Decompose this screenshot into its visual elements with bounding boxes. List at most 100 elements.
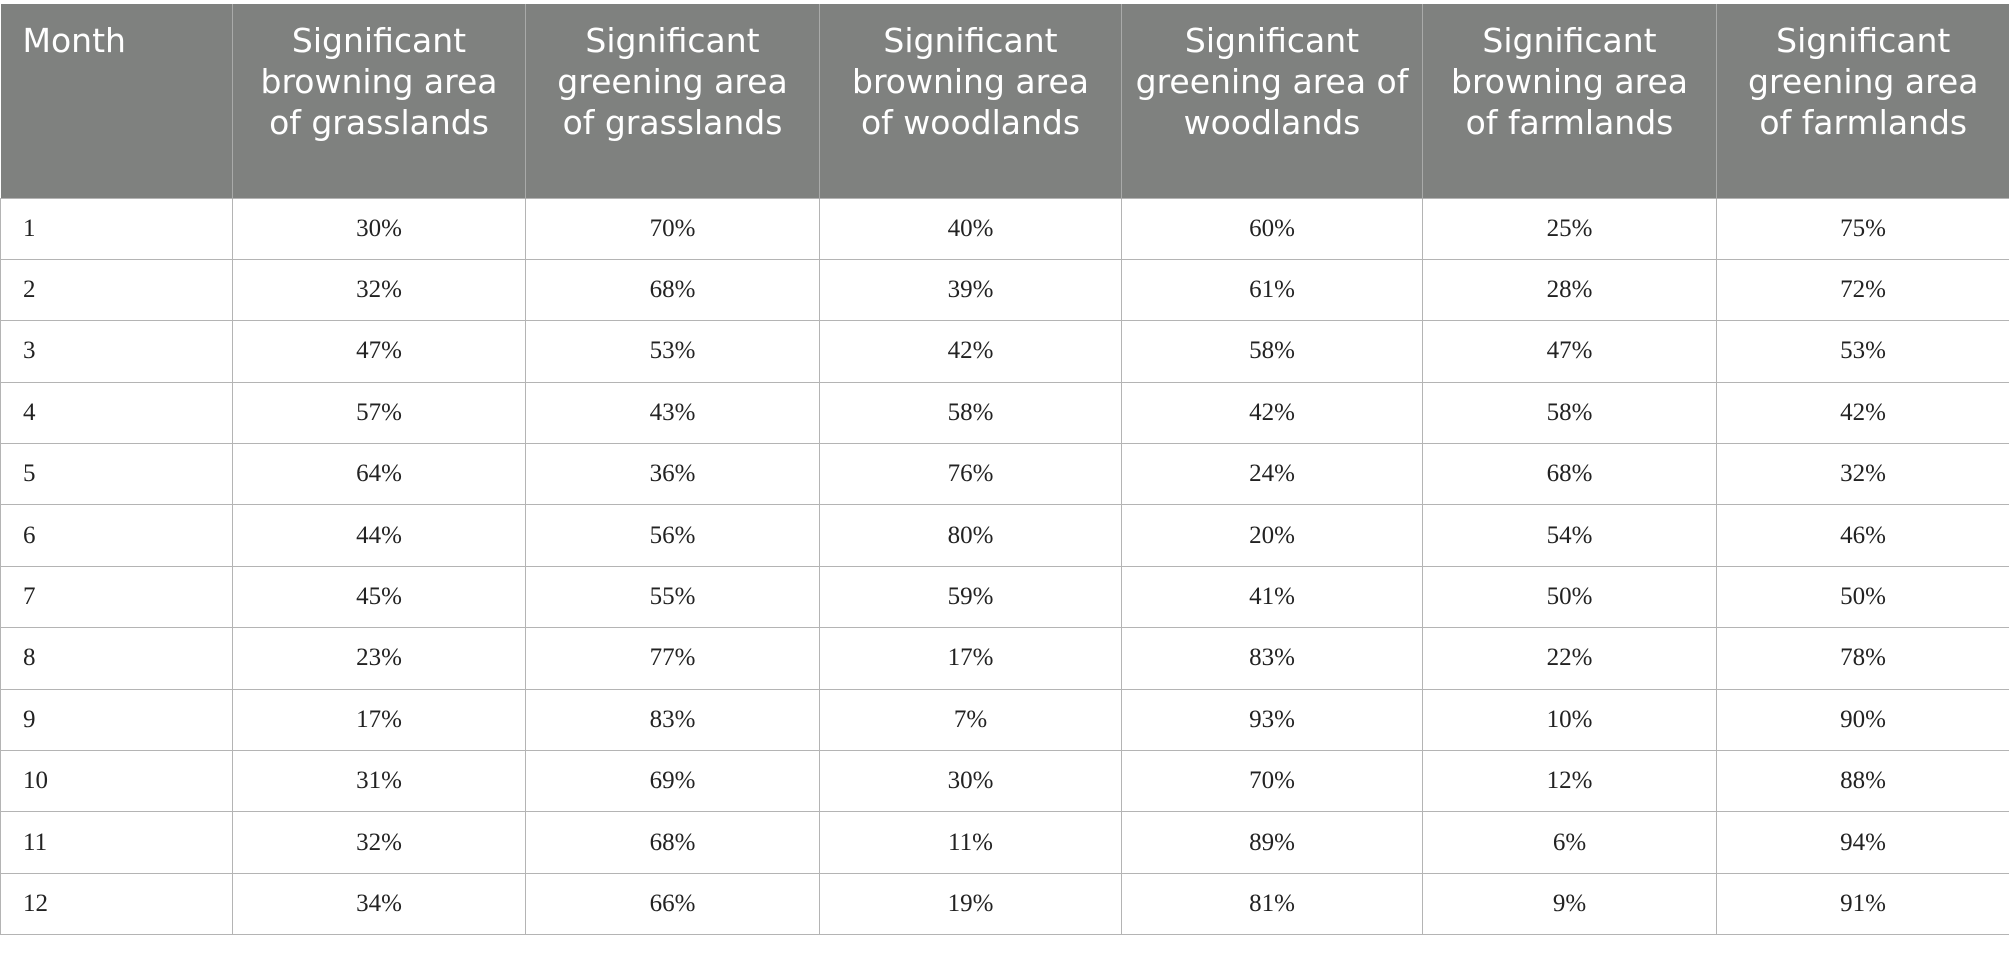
table-row: 3 47% 53% 42% 58% 47% 53% bbox=[0, 320, 2009, 383]
table-row: 10 31% 69% 30% 70% 12% 88% bbox=[0, 750, 2009, 812]
value-cell: 24% bbox=[1121, 443, 1423, 505]
value-cell: 58% bbox=[819, 381, 1122, 444]
value-cell: 54% bbox=[1422, 504, 1717, 567]
value-cell: 55% bbox=[525, 565, 820, 628]
value-cell: 32% bbox=[1716, 443, 2009, 505]
value-cell: 77% bbox=[525, 627, 820, 690]
table-row: 4 57% 43% 58% 42% 58% 42% bbox=[0, 381, 2009, 444]
value-cell: 45% bbox=[232, 565, 526, 628]
value-cell: 39% bbox=[819, 258, 1122, 321]
value-cell: 94% bbox=[1716, 811, 2009, 874]
value-cell: 58% bbox=[1422, 381, 1717, 444]
column-header-grassland-browning: Significant browning area of grasslands bbox=[232, 4, 526, 198]
column-header-grassland-greening: Significant greening area of grasslands bbox=[525, 4, 820, 198]
value-cell: 83% bbox=[1121, 627, 1423, 690]
value-cell: 44% bbox=[232, 504, 526, 567]
value-cell: 17% bbox=[232, 688, 526, 751]
value-cell: 88% bbox=[1716, 750, 2009, 812]
value-cell: 32% bbox=[232, 811, 526, 874]
value-cell: 61% bbox=[1121, 258, 1423, 321]
table-row: 5 64% 36% 76% 24% 68% 32% bbox=[0, 443, 2009, 505]
value-cell: 59% bbox=[819, 565, 1122, 628]
value-cell: 68% bbox=[525, 258, 820, 321]
value-cell: 64% bbox=[232, 443, 526, 505]
value-cell: 11% bbox=[819, 811, 1122, 874]
value-cell: 30% bbox=[819, 750, 1122, 812]
month-cell: 11 bbox=[0, 811, 233, 874]
month-cell: 5 bbox=[0, 443, 233, 505]
value-cell: 43% bbox=[525, 381, 820, 444]
value-cell: 34% bbox=[232, 872, 526, 936]
value-cell: 75% bbox=[1716, 197, 2009, 260]
value-cell: 46% bbox=[1716, 504, 2009, 567]
value-cell: 78% bbox=[1716, 627, 2009, 690]
value-cell: 80% bbox=[819, 504, 1122, 567]
value-cell: 42% bbox=[1716, 381, 2009, 444]
value-cell: 31% bbox=[232, 750, 526, 812]
column-header-farmland-browning: Significant browning area of farmlands bbox=[1422, 4, 1717, 198]
table-header: Month Significant browning area of grass… bbox=[0, 4, 2009, 198]
value-cell: 60% bbox=[1121, 197, 1423, 260]
value-cell: 72% bbox=[1716, 258, 2009, 321]
value-cell: 9% bbox=[1422, 872, 1717, 936]
value-cell: 7% bbox=[819, 688, 1122, 751]
table-row: 8 23% 77% 17% 83% 22% 78% bbox=[0, 627, 2009, 690]
value-cell: 23% bbox=[232, 627, 526, 690]
month-cell: 3 bbox=[0, 320, 233, 383]
value-cell: 17% bbox=[819, 627, 1122, 690]
value-cell: 40% bbox=[819, 197, 1122, 260]
value-cell: 50% bbox=[1716, 565, 2009, 628]
value-cell: 90% bbox=[1716, 688, 2009, 751]
value-cell: 83% bbox=[525, 688, 820, 751]
column-header-farmland-greening: Significant greening area of farmlands bbox=[1716, 4, 2009, 198]
table-row: 2 32% 68% 39% 61% 28% 72% bbox=[0, 258, 2009, 321]
value-cell: 6% bbox=[1422, 811, 1717, 874]
value-cell: 32% bbox=[232, 258, 526, 321]
value-cell: 28% bbox=[1422, 258, 1717, 321]
month-cell: 12 bbox=[0, 872, 233, 936]
value-cell: 70% bbox=[525, 197, 820, 260]
month-cell: 4 bbox=[0, 381, 233, 444]
value-cell: 22% bbox=[1422, 627, 1717, 690]
value-cell: 50% bbox=[1422, 565, 1717, 628]
data-table-container: Month Significant browning area of grass… bbox=[0, 4, 2009, 936]
value-cell: 30% bbox=[232, 197, 526, 260]
month-cell: 1 bbox=[0, 197, 233, 260]
month-cell: 9 bbox=[0, 688, 233, 751]
column-header-woodland-greening: Significant greening area of woodlands bbox=[1121, 4, 1423, 198]
table-row: 12 34% 66% 19% 81% 9% 91% bbox=[0, 872, 2009, 936]
table-row: 9 17% 83% 7% 93% 10% 90% bbox=[0, 688, 2009, 751]
value-cell: 53% bbox=[1716, 320, 2009, 383]
value-cell: 53% bbox=[525, 320, 820, 383]
header-row: Month Significant browning area of grass… bbox=[0, 4, 2009, 198]
value-cell: 58% bbox=[1121, 320, 1423, 383]
value-cell: 19% bbox=[819, 872, 1122, 936]
value-cell: 12% bbox=[1422, 750, 1717, 812]
value-cell: 36% bbox=[525, 443, 820, 505]
value-cell: 56% bbox=[525, 504, 820, 567]
value-cell: 47% bbox=[232, 320, 526, 383]
value-cell: 57% bbox=[232, 381, 526, 444]
value-cell: 42% bbox=[819, 320, 1122, 383]
value-cell: 47% bbox=[1422, 320, 1717, 383]
month-cell: 2 bbox=[0, 258, 233, 321]
value-cell: 69% bbox=[525, 750, 820, 812]
table-row: 6 44% 56% 80% 20% 54% 46% bbox=[0, 504, 2009, 567]
value-cell: 68% bbox=[525, 811, 820, 874]
value-cell: 91% bbox=[1716, 872, 2009, 936]
table-body: 1 30% 70% 40% 60% 25% 75% 2 32% 68% 39% 61% 28% 72% 3 4… bbox=[0, 197, 2009, 936]
month-cell: 8 bbox=[0, 627, 233, 690]
value-cell: 68% bbox=[1422, 443, 1717, 505]
value-cell: 81% bbox=[1121, 872, 1423, 936]
month-cell: 6 bbox=[0, 504, 233, 567]
value-cell: 76% bbox=[819, 443, 1122, 505]
column-header-month: Month bbox=[0, 4, 233, 198]
value-cell: 70% bbox=[1121, 750, 1423, 812]
value-cell: 20% bbox=[1121, 504, 1423, 567]
value-cell: 89% bbox=[1121, 811, 1423, 874]
month-cell: 7 bbox=[0, 565, 233, 628]
value-cell: 25% bbox=[1422, 197, 1717, 260]
value-cell: 66% bbox=[525, 872, 820, 936]
value-cell: 41% bbox=[1121, 565, 1423, 628]
table-row: 1 30% 70% 40% 60% 25% 75% bbox=[0, 197, 2009, 260]
